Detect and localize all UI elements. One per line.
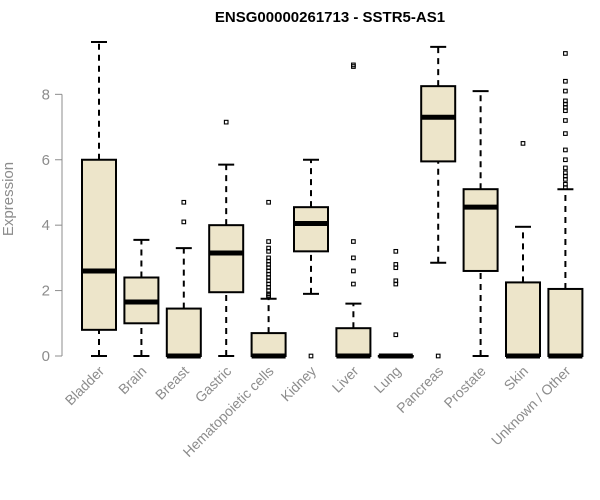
outlier-point: [393, 248, 399, 254]
x-tick-label-unknown-other: Unknown / Other: [488, 363, 574, 449]
iqr-box: [250, 332, 287, 357]
box-brain: [123, 238, 160, 357]
outlier-point: [563, 165, 568, 171]
outlier-point: [563, 118, 568, 123]
outlier-point: [223, 119, 229, 125]
x-tick-label-skin: Skin: [501, 363, 532, 394]
box-breast: [165, 199, 202, 359]
boxes-group: [81, 41, 584, 359]
outlier-point: [351, 239, 356, 244]
y-axis-label: Expression: [0, 162, 17, 236]
box-hematopoietic-cells: [250, 199, 287, 359]
x-tick-label-kidney: Kidney: [278, 363, 320, 405]
iqr-box: [462, 188, 499, 272]
chart-title: ENSG00000261713 - SSTR5-AS1: [215, 9, 445, 26]
x-tick-label-pancreas: Pancreas: [393, 363, 446, 416]
outlier-point: [563, 157, 568, 163]
x-tick-label-liver: Liver: [329, 363, 362, 396]
outlier-point: [563, 51, 568, 56]
outlier-point: [351, 268, 356, 274]
x-tick-label-lung: Lung: [371, 363, 404, 396]
outlier-point: [351, 62, 356, 68]
box-skin: [505, 141, 541, 359]
y-tick-label: 2: [42, 283, 50, 300]
x-tick-label-brain: Brain: [115, 363, 149, 397]
outlier-point: [393, 332, 399, 338]
outlier-point: [266, 199, 271, 205]
outlier-point: [266, 255, 271, 261]
outlier-point: [266, 239, 271, 244]
outlier-point: [308, 353, 314, 359]
outlier-point: [563, 98, 568, 104]
outlier-point: [563, 181, 568, 187]
outlier-point: [393, 278, 399, 284]
outlier-point: [351, 255, 356, 261]
y-tick-label: 6: [42, 152, 50, 169]
y-tick-label: 4: [42, 217, 50, 234]
outlier-point: [563, 147, 568, 153]
outlier-point: [563, 88, 568, 94]
outlier-point: [266, 245, 271, 251]
y-tick-label: 0: [42, 348, 50, 365]
box-bladder: [81, 41, 117, 357]
outlier-point: [563, 170, 568, 176]
iqr-box: [505, 281, 541, 357]
box-kidney: [293, 158, 329, 359]
iqr-box: [81, 158, 117, 331]
iqr-box: [208, 224, 245, 294]
x-tick-label-prostate: Prostate: [441, 363, 489, 411]
iqr-box: [165, 307, 202, 357]
box-unknown-other: [547, 51, 584, 359]
y-tick-label: 8: [42, 86, 50, 103]
outlier-point: [520, 141, 526, 146]
box-lung: [377, 248, 414, 359]
outlier-point: [351, 281, 356, 287]
outlier-point: [393, 262, 399, 267]
box-gastric: [208, 119, 245, 357]
outlier-point: [435, 353, 441, 359]
outlier-point: [563, 78, 568, 84]
x-tick-label-breast: Breast: [152, 363, 192, 403]
x-tick-label-bladder: Bladder: [62, 363, 108, 409]
outlier-point: [181, 199, 187, 205]
box-prostate: [462, 90, 499, 357]
iqr-box: [293, 206, 329, 253]
outlier-point: [563, 131, 568, 136]
outlier-point: [181, 219, 187, 225]
y-axis: 0 2 4 6 8: [42, 86, 63, 365]
iqr-box: [420, 85, 457, 163]
box-liver: [335, 62, 372, 359]
box-pancreas: [420, 45, 457, 359]
iqr-box: [547, 287, 584, 357]
iqr-box: [335, 327, 372, 357]
